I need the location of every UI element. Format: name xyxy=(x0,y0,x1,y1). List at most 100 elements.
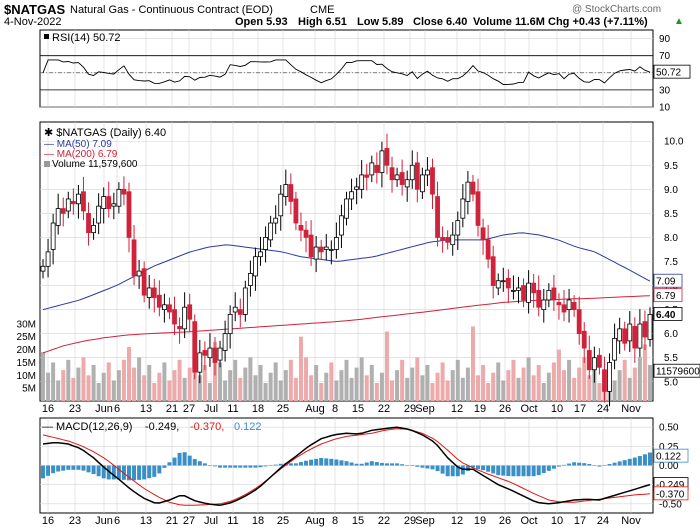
volume-bar xyxy=(541,383,546,401)
candle-body xyxy=(556,301,562,306)
macd-histogram-bar xyxy=(572,462,577,466)
x-axis-label: 19 xyxy=(474,515,486,527)
macd-histogram-bar xyxy=(506,465,511,477)
macd-histogram-bar xyxy=(390,463,395,466)
candle-body xyxy=(480,227,486,241)
x-axis-label: 15 xyxy=(352,515,364,527)
macd-histogram-bar xyxy=(486,465,491,472)
macd-histogram-bar xyxy=(137,465,142,480)
candle-body xyxy=(121,188,127,195)
x-axis-label: Aug xyxy=(305,403,325,415)
volume-bar xyxy=(324,372,329,401)
macd-histogram-bar xyxy=(546,465,551,471)
candle-body xyxy=(172,309,177,325)
x-axis-label: 23 xyxy=(69,515,81,527)
volume-bar xyxy=(516,377,521,401)
volume-bar xyxy=(187,367,192,401)
volume-bar xyxy=(41,352,45,401)
candle-body xyxy=(323,246,329,250)
price-tick-label: 10.0 xyxy=(664,137,684,148)
macd-histogram-bar xyxy=(577,462,582,466)
macd-hist-value-label: 0.122 xyxy=(656,452,681,463)
macd-histogram-bar xyxy=(587,463,592,466)
volume-bar xyxy=(263,383,268,401)
macd-histogram-bar xyxy=(400,464,405,466)
candle-body xyxy=(308,234,314,258)
volume-tick-label: 30M xyxy=(17,319,36,330)
volume-bar xyxy=(223,380,228,401)
x-axis-label: Jun xyxy=(95,403,113,415)
candle-body xyxy=(647,314,653,340)
candle-body xyxy=(612,338,617,361)
volume-bar xyxy=(390,380,395,401)
candle-body xyxy=(526,282,531,303)
macd-histogram-bar xyxy=(197,461,202,466)
macd-histogram-bar xyxy=(395,463,400,466)
volume-bar xyxy=(476,375,481,401)
x-axis-label: 23 xyxy=(69,403,81,415)
candle-body xyxy=(541,299,547,311)
volume-bar xyxy=(562,370,567,401)
volume-bar xyxy=(162,362,167,401)
candle-body xyxy=(389,167,395,181)
candle-body xyxy=(359,174,365,190)
candle-body xyxy=(500,280,506,283)
macd-histogram-bar xyxy=(142,465,147,480)
change-arrow-icon: ▲ xyxy=(674,16,684,27)
candle-body xyxy=(581,330,587,349)
candle-body xyxy=(495,280,501,289)
volume-bar xyxy=(76,367,81,401)
volume-legend-swatch xyxy=(44,161,50,167)
chart-header: $NATGAS Natural Gas - Continuous Contrac… xyxy=(0,0,700,30)
x-axis-label: 18 xyxy=(252,403,264,415)
volume-bar xyxy=(96,383,101,401)
macd-histogram-bar xyxy=(476,465,481,469)
candle-body xyxy=(531,282,537,294)
candle-body xyxy=(91,225,96,234)
candle-body xyxy=(344,198,349,219)
ticker: $NATGAS xyxy=(4,2,66,17)
volume-bar xyxy=(440,362,445,401)
volume-bar xyxy=(435,372,440,401)
macd-tick-label: 0.50 xyxy=(659,423,679,434)
macd-histogram-bar xyxy=(157,465,162,474)
x-axis-label: 10 xyxy=(551,403,563,415)
volume-bar xyxy=(648,365,652,401)
candle-body xyxy=(167,304,172,313)
macd-histogram-bar xyxy=(278,463,283,466)
macd-signal-line xyxy=(42,428,651,506)
x-axis-label: 29 xyxy=(404,515,416,527)
volume-bar xyxy=(582,357,587,401)
macd-histogram-bar xyxy=(96,465,101,477)
candle-body xyxy=(101,196,107,209)
x-axis-label: 24 xyxy=(597,515,609,527)
volume-bar xyxy=(506,370,511,401)
volume-bar xyxy=(622,359,627,401)
volume-bar xyxy=(465,367,470,401)
volume-bar xyxy=(298,336,303,401)
macd-histogram-bar xyxy=(202,463,207,466)
candle-body xyxy=(106,196,112,209)
candle-body xyxy=(263,237,268,250)
candle-body xyxy=(146,287,152,298)
macd-histogram-bar xyxy=(182,452,187,466)
price-tick-label: 6.0 xyxy=(664,329,678,340)
volume-bar xyxy=(501,380,506,401)
macd-histogram-bar xyxy=(172,457,177,466)
volume-bar xyxy=(617,370,622,401)
macd-histogram-bar xyxy=(71,465,76,470)
macd-histogram-bar xyxy=(491,465,496,474)
volume-bar xyxy=(51,362,56,401)
volume-bar xyxy=(147,365,152,401)
volume-bar xyxy=(556,349,561,401)
candle-body xyxy=(268,222,274,241)
volume-bar xyxy=(481,365,486,401)
macd-histogram-bar xyxy=(415,465,420,467)
volume-bar xyxy=(627,377,632,401)
candle-body xyxy=(571,301,577,311)
macd-histogram-bar xyxy=(582,463,587,466)
volume-value-label: 11579600 xyxy=(656,367,700,378)
volume-bar xyxy=(632,367,637,401)
candle-body xyxy=(419,174,425,193)
macd-value-label: -0.249 xyxy=(656,480,685,491)
